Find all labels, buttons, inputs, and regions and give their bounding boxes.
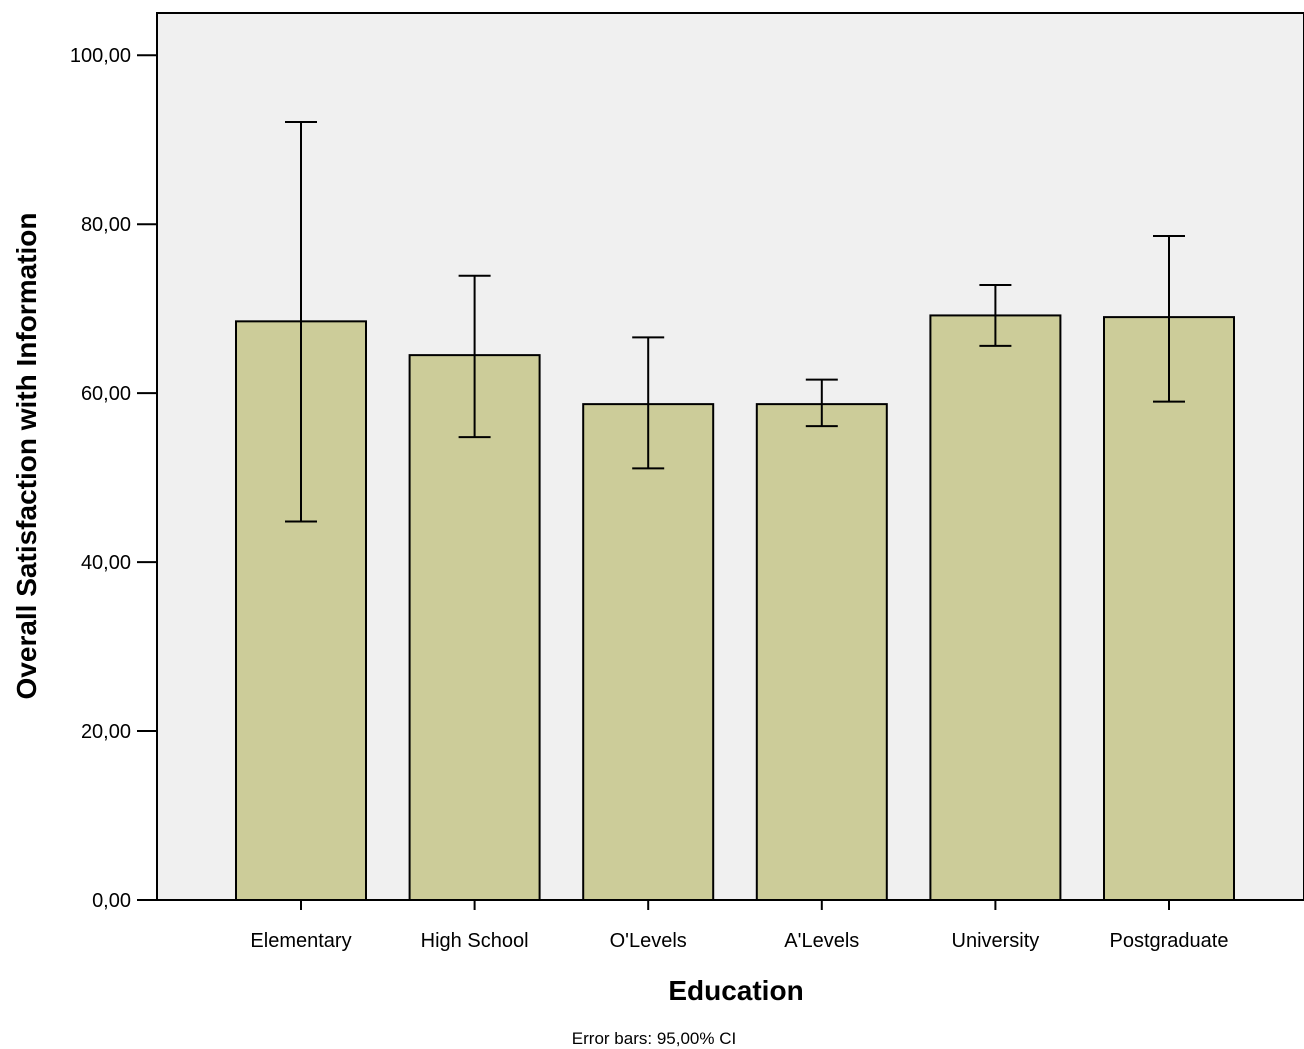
y-tick-label-4: 80,00 — [81, 214, 131, 236]
x-tick-label-3: A'Levels — [784, 930, 859, 952]
y-tick-label-5: 100,00 — [70, 45, 131, 67]
y-axis-title: Overall Satisfaction with Information — [11, 213, 42, 700]
y-tick-label-3: 60,00 — [81, 383, 131, 405]
y-tick-label-1: 20,00 — [81, 721, 131, 743]
x-tick-label-2: O'Levels — [610, 930, 687, 952]
error-bars-group — [285, 120, 1185, 523]
error-bar-5 — [1153, 235, 1185, 403]
error-bar-2 — [632, 336, 665, 470]
bar-4 — [929, 314, 1062, 902]
error-bars-note: Error bars: 95,00% CI — [572, 1029, 736, 1048]
error-bar-3 — [805, 378, 838, 428]
y-tick-label-0: 0,00 — [92, 890, 131, 912]
bar-2 — [582, 403, 715, 901]
x-axis: Elementary High School O'Levels A'Levels Uni… — [250, 900, 1228, 952]
error-bar-1 — [458, 274, 491, 439]
x-tick-label-4: University — [952, 930, 1040, 952]
error-bar-0 — [285, 120, 317, 523]
x-tick-label-5: Postgraduate — [1110, 930, 1229, 952]
bar-5 — [1103, 316, 1235, 902]
y-tick-label-2: 40,00 — [81, 552, 131, 574]
x-tick-label-0: Elementary — [250, 930, 351, 952]
bar-3 — [755, 403, 888, 901]
y-axis: 0,00 20,00 40,00 60,00 80,00 100,00 — [70, 45, 157, 912]
error-bar-4 — [979, 284, 1012, 347]
x-tick-label-1: High School — [421, 930, 529, 952]
x-axis-title: Education — [668, 975, 803, 1006]
